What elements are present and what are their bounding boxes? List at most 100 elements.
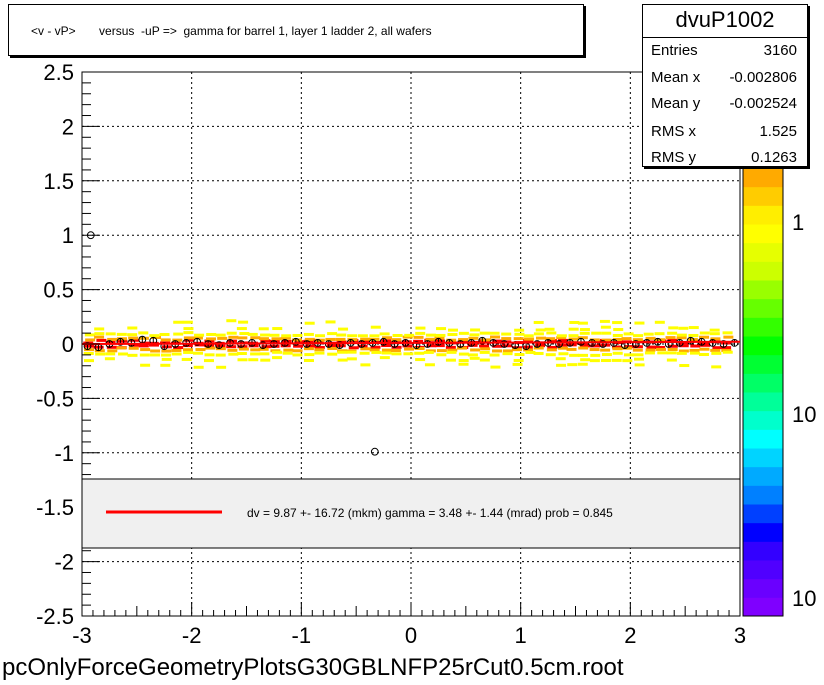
y-tick-label: -1.5 [36, 495, 74, 520]
density-cell [336, 333, 347, 337]
density-cell [381, 351, 392, 355]
palette-swatch [743, 280, 783, 300]
palette-swatch [743, 392, 783, 412]
density-cell [533, 351, 544, 355]
density-cell [678, 326, 689, 330]
density-cell [621, 337, 632, 341]
density-cell [117, 339, 128, 343]
density-cell [226, 345, 237, 349]
density-cell [502, 349, 513, 353]
density-cell [676, 333, 687, 337]
density-cell [381, 348, 392, 352]
density-cell [357, 334, 368, 338]
density-cell [579, 331, 590, 335]
density-cell [303, 347, 314, 351]
density-cell [480, 347, 491, 351]
y-tick-label: 0.5 [43, 278, 74, 303]
profile-point [193, 337, 202, 346]
density-cell [250, 336, 261, 340]
palette-swatch [743, 429, 783, 449]
density-cell [447, 348, 458, 352]
density-cell [514, 332, 525, 336]
stat-row-entries: Entries 3160 [651, 38, 797, 64]
density-cell [171, 352, 182, 356]
density-cell [445, 358, 456, 362]
density-cell [203, 359, 214, 363]
stat-value: -0.002524 [729, 95, 797, 112]
stats-title: dvuP1002 [675, 7, 775, 32]
density-cell [206, 332, 217, 336]
density-cell [676, 351, 687, 355]
density-cell [489, 331, 500, 335]
density-cell [369, 337, 380, 341]
density-cell [272, 327, 283, 331]
density-cell [171, 348, 182, 352]
profile-point [664, 340, 673, 348]
profile-point [533, 340, 542, 348]
density-cell [292, 333, 303, 337]
density-cell [479, 350, 490, 354]
density-cell [512, 362, 523, 366]
density-cell [159, 332, 170, 336]
density-cell [107, 349, 118, 353]
density-cell [557, 346, 568, 350]
density-cell [721, 346, 732, 350]
density-cell [612, 351, 623, 355]
stat-row-rms-x: RMS x 1.525 [651, 119, 797, 145]
density-cell [292, 353, 303, 357]
density-cell [106, 345, 117, 349]
density-cell [709, 332, 720, 336]
density-cell [335, 344, 346, 348]
y-tick-label: -0.5 [36, 386, 74, 411]
density-cell [722, 350, 733, 354]
density-cell [458, 331, 469, 335]
density-cell [601, 338, 612, 342]
density-cell [149, 353, 160, 357]
density-cell [325, 320, 336, 324]
density-cell [271, 337, 282, 341]
density-cell [558, 338, 569, 342]
density-cell [357, 344, 368, 348]
density-cell [577, 321, 588, 325]
density-cell [104, 357, 115, 361]
density-cell [546, 348, 557, 352]
palette-swatch [743, 373, 783, 393]
density-cell [160, 338, 171, 342]
density-cell [314, 334, 325, 338]
density-cell [501, 332, 512, 336]
density-cell [379, 332, 390, 336]
density-cell [140, 348, 151, 352]
density-cell [237, 358, 248, 362]
density-cell [546, 331, 557, 335]
density-cell [447, 328, 458, 332]
density-cell [149, 343, 160, 347]
profile-point [83, 342, 92, 351]
density-cell [116, 332, 127, 336]
density-cell [645, 348, 656, 352]
density-cell [688, 326, 699, 330]
density-cell [390, 349, 401, 353]
density-cell [424, 363, 435, 367]
density-cell [492, 339, 503, 343]
density-cell [161, 345, 172, 349]
density-cell [710, 337, 721, 341]
density-cell [173, 332, 184, 336]
profile-point [160, 342, 169, 351]
density-cell [258, 337, 269, 341]
density-cell [360, 337, 371, 341]
palette-swatch [743, 522, 783, 542]
density-cell [434, 339, 445, 343]
density-cell [721, 348, 732, 352]
density-cell [436, 349, 447, 353]
density-cell [227, 348, 238, 352]
density-cell [479, 358, 490, 362]
density-cell [359, 351, 370, 355]
density-cell [402, 335, 413, 339]
density-cell [654, 332, 665, 336]
density-cell [644, 351, 655, 355]
density-cell [127, 333, 138, 337]
stats-box: dvuP1002 Entries 3160 Mean x -0.002806 M… [642, 4, 808, 167]
z-tick-label: 1 [792, 210, 804, 235]
density-cell [435, 333, 446, 337]
density-cell [600, 348, 611, 352]
